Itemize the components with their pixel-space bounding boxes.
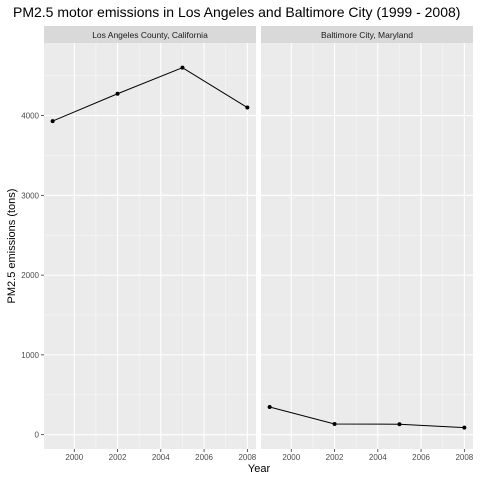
x-tick-label: 2006: [412, 453, 430, 462]
panel-los-angeles: Los Angeles County, California: [44, 26, 256, 449]
strip-label-los-angeles: Los Angeles County, California: [92, 30, 208, 40]
series-marks: [267, 404, 467, 430]
y-tick-label: 2000: [21, 271, 39, 280]
series-line: [269, 406, 465, 429]
data-point: [267, 404, 272, 409]
panel-background: [261, 43, 473, 449]
x-axis-title: Year: [248, 463, 271, 475]
x-axis-baltimore: 2000 2002 2004 2006 2008: [282, 449, 474, 462]
x-tick-label: 2008: [455, 453, 473, 462]
strip-label-baltimore: Baltimore City, Maryland: [321, 30, 413, 40]
y-tick-label: 0: [35, 431, 40, 440]
strip-background: [44, 26, 256, 43]
y-tick-label: 1000: [21, 351, 39, 360]
data-point: [462, 425, 467, 430]
x-tick-label: 2002: [109, 453, 127, 462]
data-point: [115, 91, 120, 96]
x-tick-label: 2004: [152, 453, 170, 462]
panel-baltimore: Baltimore City, Maryland: [261, 26, 473, 449]
gridlines: [261, 43, 473, 449]
x-tick-label: 2000: [282, 453, 300, 462]
x-tick-label: 2004: [369, 453, 387, 462]
strip-background: [261, 26, 473, 43]
data-point: [50, 119, 55, 124]
y-tick-label: 4000: [21, 112, 39, 121]
gridlines: [44, 43, 256, 449]
y-axis: 0 1000 2000 3000 4000: [21, 112, 44, 440]
series-line: [52, 67, 248, 122]
x-tick-label: 2002: [326, 453, 344, 462]
data-point: [180, 65, 185, 70]
series-marks: [50, 65, 250, 124]
y-tick-label: 3000: [21, 191, 39, 200]
x-tick-label: 2008: [238, 453, 256, 462]
data-point: [245, 105, 250, 110]
data-point: [332, 421, 337, 426]
x-tick-label: 2000: [65, 453, 83, 462]
chart-title: PM2.5 motor emissions in Los Angeles and…: [13, 4, 460, 20]
y-axis-title: PM2.5 emissions (tons): [6, 189, 18, 304]
panel-background: [44, 43, 256, 449]
data-point: [397, 422, 402, 427]
x-tick-label: 2006: [195, 453, 213, 462]
x-axis-los-angeles: 2000 2002 2004 2006 2008: [65, 449, 257, 462]
